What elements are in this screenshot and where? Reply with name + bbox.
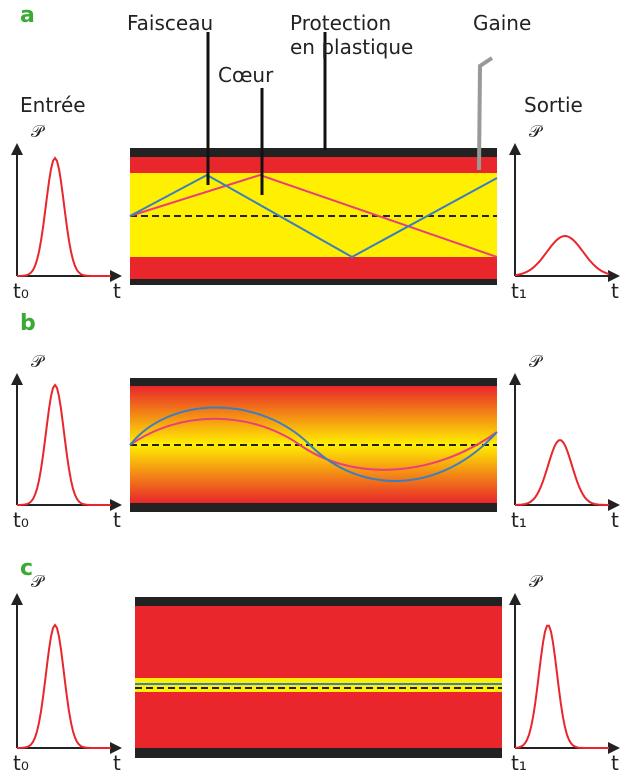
t-start: t₀ <box>13 751 29 774</box>
callout: Gaine <box>473 11 531 35</box>
t-start: t₁ <box>511 508 527 532</box>
pulse <box>514 624 609 749</box>
panel-label: a <box>20 3 35 28</box>
callout: Faisceau <box>127 11 213 35</box>
t-axis: t <box>611 508 619 532</box>
t-axis: t <box>113 279 121 303</box>
t-start: t₁ <box>511 751 527 774</box>
t-start: t₀ <box>13 508 29 532</box>
callout: en plastique <box>290 35 413 59</box>
t-axis: t <box>113 751 121 774</box>
pulse <box>17 156 111 277</box>
y-label: 𝒫 <box>529 572 543 592</box>
t-start: t₀ <box>13 279 29 303</box>
y-label: 𝒫 <box>31 352 45 372</box>
callout: Sortie <box>524 93 583 117</box>
callout: Entrée <box>20 93 86 117</box>
y-label: 𝒫 <box>529 122 543 142</box>
panel-label: c <box>20 556 33 581</box>
pulse <box>17 623 111 749</box>
panel-label: b <box>20 311 36 336</box>
t-axis: t <box>611 751 619 774</box>
t-axis: t <box>113 508 121 532</box>
fiber-a <box>129 148 498 285</box>
pulse <box>514 234 610 277</box>
t-axis: t <box>611 279 619 303</box>
y-label: 𝒫 <box>529 352 543 372</box>
callout: Cœur <box>218 63 274 87</box>
fiber-b <box>129 378 498 512</box>
y-label: 𝒫 <box>31 572 45 592</box>
callout: Protection <box>290 11 391 35</box>
t-start: t₁ <box>511 279 527 303</box>
fiber-c <box>135 597 502 758</box>
pulse <box>17 383 111 506</box>
pulse <box>515 439 609 506</box>
leaders <box>206 32 494 195</box>
y-label: 𝒫 <box>31 122 45 142</box>
